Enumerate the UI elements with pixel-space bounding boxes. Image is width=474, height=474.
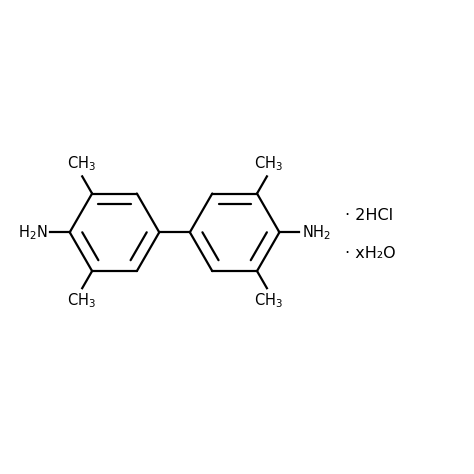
- Text: H$_2$N: H$_2$N: [18, 223, 47, 242]
- Text: · 2HCl: · 2HCl: [346, 208, 393, 223]
- Text: CH$_3$: CH$_3$: [66, 155, 96, 173]
- Text: CH$_3$: CH$_3$: [66, 292, 96, 310]
- Text: · xH₂O: · xH₂O: [346, 246, 396, 261]
- Text: CH$_3$: CH$_3$: [254, 155, 283, 173]
- Text: NH$_2$: NH$_2$: [301, 223, 330, 242]
- Text: CH$_3$: CH$_3$: [254, 292, 283, 310]
